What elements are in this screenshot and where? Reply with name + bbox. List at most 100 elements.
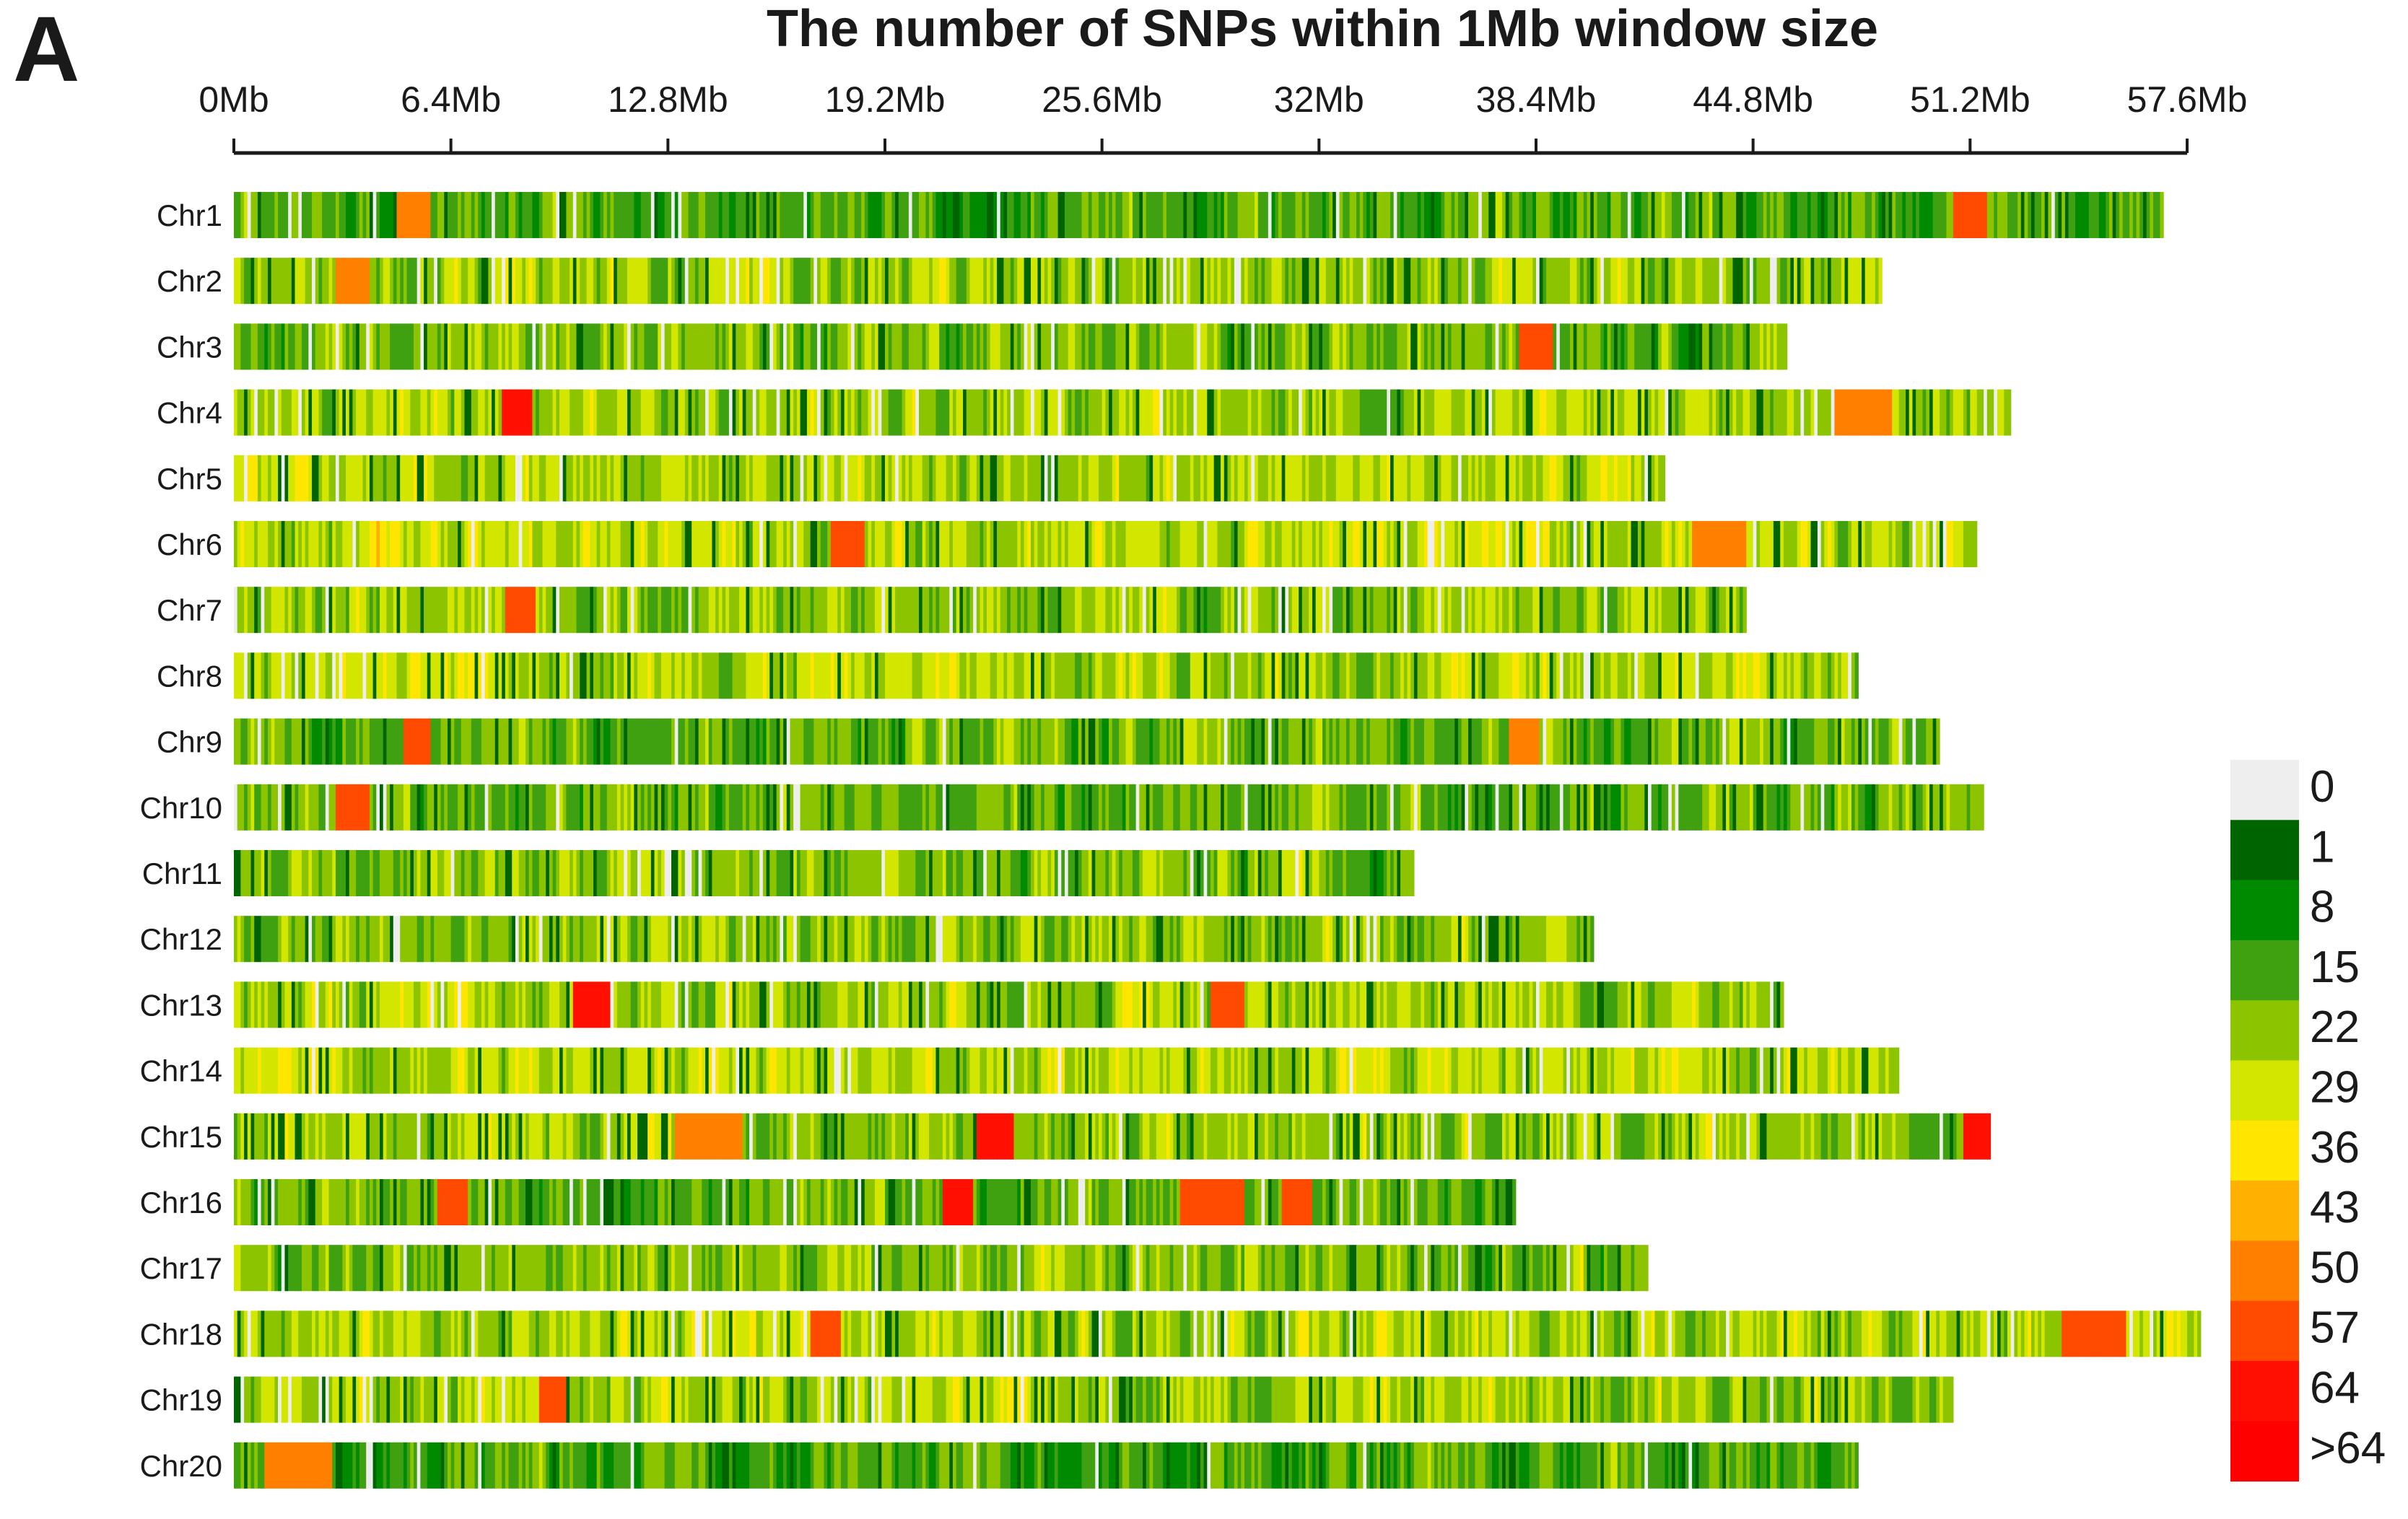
snp-window-cell — [1020, 652, 1025, 699]
snp-window-cell — [254, 784, 258, 831]
snp-window-cell — [746, 258, 750, 305]
snp-window-cell — [1095, 652, 1099, 699]
snp-window-cell — [1712, 323, 1716, 370]
snp-window-cell — [1499, 784, 1503, 831]
snp-window-cell — [559, 258, 564, 305]
snp-window-cell — [1461, 521, 1465, 567]
snp-window-cell — [1539, 192, 1543, 238]
snp-window-cell — [572, 652, 577, 699]
snp-window-cell — [1139, 521, 1143, 567]
snp-window-cell — [596, 652, 601, 699]
snp-window-cell — [1373, 784, 1377, 831]
snp-window-cell — [1010, 455, 1015, 502]
snp-window-cell — [762, 455, 767, 502]
snp-window-cell — [406, 258, 411, 305]
snp-window-cell — [1295, 258, 1299, 305]
snp-window-cell — [630, 389, 634, 436]
snp-window-cell — [800, 389, 804, 436]
snp-window-cell — [1387, 652, 1391, 699]
snp-window-cell — [1820, 258, 1825, 305]
snp-window-cell — [888, 323, 892, 370]
snp-window-cell — [1437, 587, 1442, 634]
snp-window-cell — [1139, 323, 1143, 370]
snp-window-cell — [637, 258, 642, 305]
snp-window-cell — [1156, 718, 1161, 765]
snp-window-cell — [1841, 192, 1846, 238]
snp-window-cell — [1732, 323, 1737, 370]
snp-window-cell — [1044, 718, 1049, 765]
snp-window-cell — [1149, 455, 1153, 502]
snp-window-cell — [1210, 455, 1215, 502]
snp-window-cell — [1654, 389, 1659, 436]
snp-window-cell — [393, 652, 398, 699]
snp-window-cell — [461, 192, 466, 238]
snp-window-cell — [1061, 587, 1065, 634]
snp-window-cell — [291, 587, 296, 634]
snp-window-cell — [237, 323, 241, 370]
snp-window-cell — [1169, 389, 1174, 436]
snp-window-cell — [603, 323, 608, 370]
snp-window-cell — [861, 258, 865, 305]
snp-window-cell — [1183, 323, 1187, 370]
snp-window-cell — [664, 258, 668, 305]
snp-window-cell — [1522, 784, 1527, 831]
snp-window-cell — [474, 784, 479, 831]
snp-window-cell — [1817, 652, 1822, 699]
snp-window-cell — [824, 258, 828, 305]
snp-window-cell — [874, 521, 879, 567]
snp-window-cell — [1305, 784, 1309, 831]
snp-window-cell — [1583, 587, 1588, 634]
snp-window-cell — [1529, 521, 1533, 567]
snp-window-cell — [905, 652, 909, 699]
snp-window-cell — [1207, 718, 1211, 765]
snp-window-cell — [1668, 323, 1672, 370]
snp-window-cell — [1288, 389, 1293, 436]
snp-window-cell — [1780, 652, 1784, 699]
snp-window-cell — [1345, 718, 1351, 765]
snp-window-cell — [1719, 258, 1723, 305]
snp-window-cell — [1932, 784, 1937, 831]
snp-window-cell — [1020, 258, 1025, 305]
snp-window-cell — [396, 718, 401, 765]
snp-window-cell — [722, 258, 726, 305]
snp-window-cell — [1980, 784, 1984, 831]
snp-window-cell — [715, 192, 720, 238]
snp-window-cell — [1885, 521, 1890, 567]
snp-window-cell — [959, 587, 964, 634]
snp-window-cell — [278, 455, 282, 502]
snp-window-cell — [1345, 652, 1351, 699]
snp-window-cell — [434, 521, 438, 567]
snp-window-cell — [590, 455, 594, 502]
snp-window-cell — [878, 389, 882, 436]
snp-window-cell — [1444, 323, 1449, 370]
snp-window-cell — [783, 784, 788, 831]
snp-window-cell — [1417, 587, 1421, 634]
snp-window-cell — [963, 258, 967, 305]
snp-window-cell — [1132, 521, 1137, 567]
snp-window-cell — [1366, 258, 1371, 305]
snp-window-cell — [1773, 784, 1778, 831]
snp-window-cell — [325, 389, 330, 436]
snp-window-cell — [1444, 587, 1449, 634]
snp-window-cell — [803, 389, 808, 436]
snp-window-cell — [1807, 521, 1812, 567]
snp-window-cell — [898, 192, 903, 238]
snp-window-cell — [1807, 784, 1812, 831]
snp-window-cell — [630, 455, 634, 502]
snp-window-cell — [627, 455, 632, 502]
snp-window-cell — [1478, 192, 1483, 238]
snp-window-cell — [1088, 784, 1093, 831]
snp-window-cell — [484, 784, 489, 831]
snp-window-cell — [1356, 521, 1361, 567]
snp-window-cell — [742, 323, 746, 370]
snp-window-cell — [1736, 323, 1740, 370]
snp-window-cell — [1488, 521, 1493, 567]
snp-window-cell — [403, 323, 408, 370]
snp-window-cell — [790, 718, 794, 765]
snp-window-cell — [1810, 784, 1815, 831]
snp-window-cell — [912, 258, 916, 305]
snp-window-cell — [939, 784, 943, 831]
snp-window-cell — [396, 323, 401, 370]
snp-window-cell — [895, 258, 899, 305]
snp-window-cell — [1495, 784, 1499, 831]
